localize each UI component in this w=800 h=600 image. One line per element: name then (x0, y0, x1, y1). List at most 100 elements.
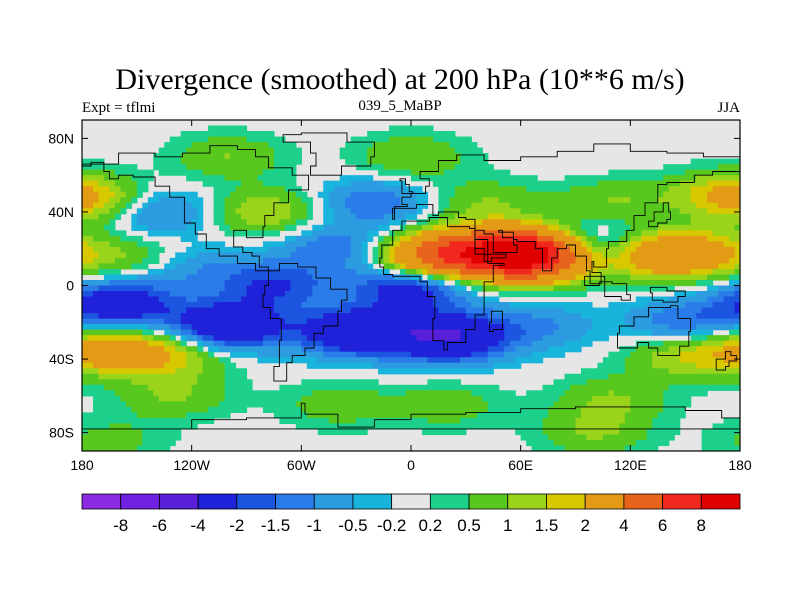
field-cell (317, 279, 368, 287)
field-cell (169, 335, 176, 342)
coastline-japan (648, 202, 671, 228)
field-cell (92, 395, 121, 402)
field-cell (328, 191, 352, 198)
field-cell (312, 291, 357, 298)
field-cell (224, 279, 253, 287)
field-cell (564, 373, 609, 380)
field-cell (411, 175, 538, 182)
field-cell (690, 329, 714, 336)
field-cell (482, 241, 538, 248)
field-cell (87, 428, 143, 436)
field-cell (696, 313, 740, 320)
field-cell (668, 368, 740, 375)
field-cell (186, 147, 275, 154)
field-cell (284, 241, 308, 248)
field-cell (690, 197, 708, 204)
field-cell (580, 235, 588, 242)
field-cell (208, 125, 248, 132)
field-cell (191, 390, 226, 397)
field-cell (712, 423, 740, 430)
field-cell (679, 180, 708, 187)
field-cell (630, 307, 664, 314)
field-cell (416, 208, 423, 215)
field-cell (361, 246, 368, 253)
field-cell (142, 202, 149, 209)
field-cell (646, 434, 675, 441)
field-cell (82, 219, 111, 226)
field-cell (180, 329, 193, 336)
field-cell (482, 395, 560, 402)
field-cell (652, 329, 692, 336)
field-cell (520, 434, 549, 441)
field-cell (180, 335, 187, 342)
field-cell (487, 357, 516, 364)
field-cell (262, 180, 297, 187)
field-cell (405, 390, 472, 397)
field-cell (339, 302, 374, 309)
field-cell (734, 268, 740, 276)
field-cell (570, 263, 593, 270)
field-cell (98, 368, 176, 375)
field-cell (471, 351, 489, 358)
coastline-indonesia (584, 275, 631, 301)
field-cell (147, 324, 171, 331)
field-cell (438, 307, 467, 314)
field-cell (630, 406, 664, 413)
field-cell (350, 180, 385, 187)
colorbar-label: 4 (619, 516, 628, 535)
field-cell (537, 235, 555, 242)
colorbar-swatch (507, 493, 547, 510)
field-cell (690, 186, 714, 193)
field-cell (356, 268, 379, 276)
field-cell (158, 169, 204, 176)
field-cell (82, 158, 105, 165)
field-cell (548, 224, 560, 231)
field-cell (202, 263, 346, 270)
field-cell (624, 219, 692, 226)
field-cell (553, 279, 571, 287)
field-cell (82, 268, 100, 276)
field-cell (273, 158, 302, 165)
field-cell (389, 136, 434, 143)
field-cell (120, 246, 149, 253)
field-cell (411, 274, 423, 281)
field-cell (202, 362, 226, 369)
field-cell (580, 406, 631, 413)
field-cell (570, 224, 582, 231)
field-cell (334, 213, 357, 220)
field-cell (125, 191, 138, 198)
field-cell (372, 252, 379, 259)
field-cell (548, 246, 560, 253)
field-cell (251, 279, 291, 287)
field-cell (131, 175, 154, 182)
field-cell (553, 379, 588, 386)
field-cell (696, 362, 740, 369)
field-cell (608, 224, 631, 231)
colorbar-swatch (197, 493, 238, 510)
colorbar-label: -1 (307, 516, 322, 535)
field-cell (378, 246, 385, 253)
field-cell (334, 208, 352, 215)
field-cell (405, 224, 423, 231)
field-cell (131, 224, 149, 231)
field-cell (400, 263, 407, 270)
field-cell (734, 324, 740, 331)
field-cell (432, 224, 450, 231)
field-cell (460, 252, 549, 259)
field-cell (241, 202, 291, 209)
field-cell (356, 296, 379, 303)
field-cell (186, 351, 198, 358)
field-cell (553, 329, 588, 336)
field-cell (597, 235, 620, 242)
field-cell (169, 257, 187, 265)
field-cell (147, 268, 165, 276)
field-cell (378, 224, 390, 231)
field-cell (153, 158, 182, 165)
field-cell (378, 368, 494, 375)
field-cell (334, 219, 390, 226)
field-cell (394, 235, 401, 242)
field-cell (443, 169, 511, 176)
field-cell (262, 340, 302, 347)
field-cell (312, 224, 324, 231)
field-cell (241, 180, 264, 187)
